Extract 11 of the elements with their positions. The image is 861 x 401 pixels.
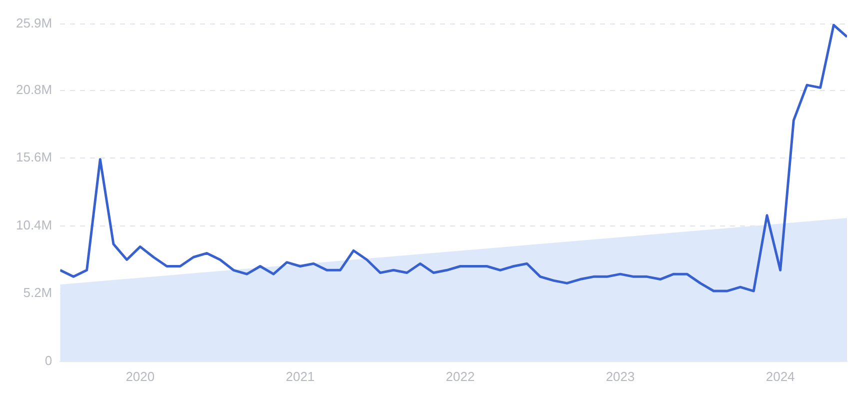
y-tick-label: 10.4M [16,217,52,232]
y-tick-label: 0 [44,352,52,368]
y-tick-label: 20.8M [16,82,52,97]
y-tick-label: 25.9M [16,15,52,30]
y-tick-label: 5.2M [23,285,52,300]
x-tick-label: 2023 [606,368,635,384]
y-tick-label: 15.6M [16,150,52,165]
x-tick-label: 2024 [766,368,795,384]
x-tick-label: 2020 [126,368,155,384]
x-tick-label: 2022 [446,368,475,384]
x-tick-label: 2021 [286,368,315,384]
